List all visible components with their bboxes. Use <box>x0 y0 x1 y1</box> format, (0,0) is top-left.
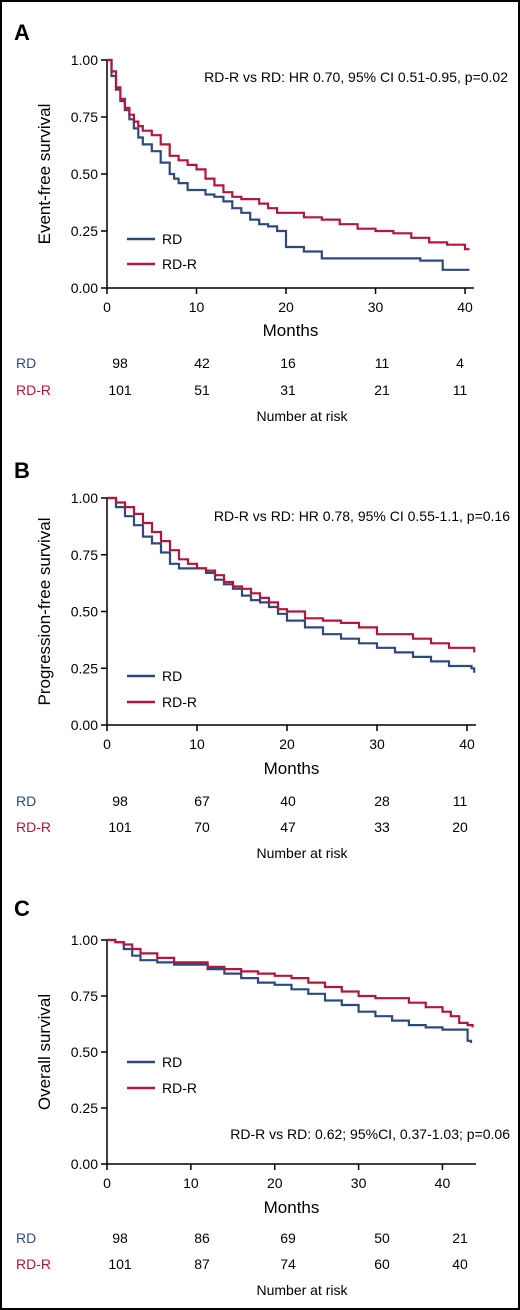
x-tick-label: 10 <box>189 299 205 315</box>
risk-count: 98 <box>112 1230 128 1246</box>
x-tick-label: 40 <box>435 1175 451 1191</box>
x-axis-title: Months <box>264 1198 320 1217</box>
y-tick-label: 1.00 <box>71 932 98 948</box>
panel-letter: B <box>14 458 30 483</box>
y-axis-title: Event-free survival <box>35 104 54 245</box>
risk-count: 31 <box>280 382 296 398</box>
x-tick-label: 40 <box>459 736 475 752</box>
panel-letter: C <box>14 896 30 921</box>
y-tick-label: 0.00 <box>71 1156 98 1172</box>
risk-count: 67 <box>194 793 210 809</box>
risk-table-caption: Number at risk <box>256 408 348 424</box>
x-tick-label: 20 <box>267 1175 283 1191</box>
risk-row-label: RD <box>16 793 36 809</box>
risk-count: 20 <box>452 819 468 835</box>
risk-count: 86 <box>194 1230 210 1246</box>
risk-count: 40 <box>452 1256 468 1272</box>
y-tick-label: 0.75 <box>71 988 98 1004</box>
risk-count: 11 <box>453 382 468 398</box>
risk-count: 101 <box>108 1256 132 1272</box>
legend-label-rd-r: RD-R <box>162 694 197 710</box>
risk-row-label: RD-R <box>16 819 51 835</box>
risk-count: 98 <box>112 793 128 809</box>
risk-count: 42 <box>194 355 210 371</box>
hazard-ratio-annotation: RD-R vs RD: 0.62; 95%CI, 0.37-1.03; p=0.… <box>230 1126 510 1142</box>
y-tick-label: 1.00 <box>71 52 98 68</box>
x-tick-label: 20 <box>279 736 295 752</box>
risk-count: 51 <box>194 382 210 398</box>
risk-table-caption: Number at risk <box>256 1282 348 1298</box>
x-tick-label: 30 <box>351 1175 367 1191</box>
hazard-ratio-annotation: RD-R vs RD: HR 0.78, 95% CI 0.55-1.1, p=… <box>214 508 510 524</box>
hazard-ratio-annotation: RD-R vs RD: HR 0.70, 95% CI 0.51-0.95, p… <box>204 69 508 85</box>
risk-count: 11 <box>453 793 468 809</box>
y-axis-title: Progression-free survival <box>35 517 54 705</box>
risk-row-label: RD <box>16 355 36 371</box>
survival-curve-rd-r <box>107 58 470 251</box>
y-tick-label: 0.50 <box>71 166 98 182</box>
x-tick-label: 30 <box>369 736 385 752</box>
panel-letter: A <box>14 20 30 45</box>
legend-label-rd: RD <box>162 231 182 247</box>
x-tick-label: 10 <box>189 736 205 752</box>
panel-c: C 0.00 0.25 0.50 0.75 1.00 0 10 20 30 40 Months Over… <box>14 896 510 1298</box>
risk-row-label: RD-R <box>16 1256 51 1272</box>
risk-count: 60 <box>374 1256 390 1272</box>
survival-curve-rd-r <box>107 496 476 653</box>
risk-count: 21 <box>374 382 390 398</box>
x-axis-title: Months <box>263 321 319 340</box>
y-tick-label: 0.50 <box>71 1044 98 1060</box>
y-tick-label: 0.00 <box>71 717 98 733</box>
legend-label-rd: RD <box>162 668 182 684</box>
legend-label-rd-r: RD-R <box>162 256 197 272</box>
x-tick-label: 0 <box>103 1175 111 1191</box>
y-axis-title: Overall survival <box>35 994 54 1110</box>
y-tick-label: 0.00 <box>71 280 98 296</box>
x-tick-label: 40 <box>457 299 473 315</box>
risk-count: 40 <box>280 793 296 809</box>
risk-count: 50 <box>374 1230 390 1246</box>
risk-count: 101 <box>108 819 132 835</box>
y-tick-label: 0.25 <box>71 660 98 676</box>
risk-count: 4 <box>456 355 464 371</box>
risk-table-caption: Number at risk <box>256 845 348 861</box>
risk-count: 101 <box>108 382 132 398</box>
x-axis-title: Months <box>264 759 320 778</box>
legend-label-rd-r: RD-R <box>162 1080 197 1096</box>
risk-count: 21 <box>452 1230 468 1246</box>
survival-curve-rd <box>107 938 473 1043</box>
risk-count: 47 <box>280 819 296 835</box>
survival-curve-rd <box>107 496 476 673</box>
y-tick-label: 0.50 <box>71 604 98 620</box>
panel-a: A 0.00 0.25 0.50 0.75 1.00 0 10 20 30 40 Months Even… <box>14 20 508 424</box>
risk-count: 74 <box>280 1256 296 1272</box>
risk-row-label: RD <box>16 1230 36 1246</box>
risk-count: 87 <box>194 1256 210 1272</box>
x-tick-label: 10 <box>183 1175 199 1191</box>
risk-count: 33 <box>374 819 390 835</box>
risk-row-label: RD-R <box>16 382 51 398</box>
risk-count: 98 <box>112 355 128 371</box>
y-tick-label: 0.75 <box>71 109 98 125</box>
x-tick-label: 0 <box>103 736 111 752</box>
panel-b: B 0.00 0.25 0.50 0.75 1.00 0 10 20 30 40 Months Prog… <box>14 458 510 861</box>
survival-curve-rd-r <box>107 938 474 1028</box>
legend-label-rd: RD <box>162 1054 182 1070</box>
y-tick-label: 0.25 <box>71 223 98 239</box>
y-tick-label: 0.25 <box>71 1100 98 1116</box>
risk-count: 11 <box>375 355 390 371</box>
risk-count: 28 <box>374 793 390 809</box>
x-tick-label: 30 <box>368 299 384 315</box>
y-tick-label: 1.00 <box>71 490 98 506</box>
risk-count: 69 <box>280 1230 296 1246</box>
x-tick-label: 20 <box>278 299 294 315</box>
y-tick-label: 0.75 <box>71 547 98 563</box>
survival-curve-rd <box>107 58 470 271</box>
risk-count: 70 <box>194 819 210 835</box>
x-tick-label: 0 <box>103 299 111 315</box>
risk-count: 16 <box>280 355 296 371</box>
